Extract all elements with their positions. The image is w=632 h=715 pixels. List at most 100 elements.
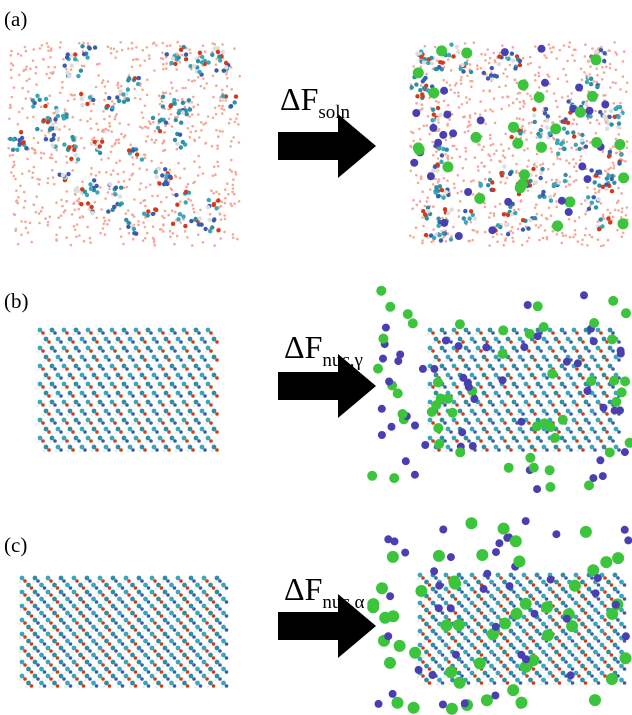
atom — [590, 646, 594, 650]
atom — [560, 436, 565, 441]
atom — [203, 448, 207, 452]
atom — [475, 669, 478, 672]
water — [66, 161, 69, 164]
water — [448, 118, 451, 121]
atom — [462, 216, 466, 220]
atom — [463, 441, 466, 444]
water — [107, 191, 110, 194]
atom — [473, 430, 477, 434]
atom — [533, 216, 537, 220]
atom — [127, 649, 131, 653]
atom — [59, 358, 63, 362]
atom — [611, 385, 615, 389]
atom — [445, 378, 448, 381]
water — [47, 177, 50, 180]
water — [17, 196, 20, 199]
atom — [617, 340, 621, 344]
water — [32, 59, 35, 62]
figure: (a) ΔFsoln (b) ΔFnuc,γ (c) ΔFnuc,α — [0, 0, 632, 715]
atom — [181, 630, 184, 633]
atom — [473, 358, 477, 362]
water — [521, 244, 524, 247]
atom — [181, 140, 185, 144]
atom — [194, 346, 199, 351]
atom — [85, 618, 90, 623]
water — [447, 58, 450, 61]
atom — [208, 611, 213, 616]
water — [555, 100, 558, 103]
water — [143, 60, 146, 63]
atom — [37, 441, 40, 444]
water — [586, 186, 589, 189]
atom — [197, 385, 201, 389]
atom — [434, 646, 438, 650]
atom — [587, 207, 591, 211]
water — [215, 63, 218, 66]
atom — [118, 202, 122, 206]
water — [496, 240, 499, 243]
atom — [567, 650, 572, 655]
atom — [421, 576, 425, 580]
atom — [524, 436, 529, 441]
atom — [172, 98, 176, 102]
water — [110, 173, 113, 176]
atom — [578, 355, 583, 360]
atom — [592, 585, 595, 588]
atom — [512, 632, 516, 636]
water — [30, 241, 33, 244]
atom — [93, 45, 97, 49]
atom — [160, 684, 164, 688]
atom — [571, 639, 575, 643]
atom — [202, 618, 207, 623]
atom — [192, 663, 196, 667]
atom — [173, 367, 177, 371]
atom — [56, 355, 61, 360]
atom — [587, 367, 591, 371]
atom — [579, 641, 582, 644]
water — [428, 133, 431, 136]
atom — [74, 328, 79, 333]
atom — [506, 391, 511, 396]
sodium-ion — [427, 172, 435, 180]
water — [524, 129, 527, 132]
atom — [20, 674, 25, 679]
atom — [584, 418, 589, 423]
atom — [572, 328, 577, 333]
atom — [182, 436, 187, 441]
atom — [83, 376, 87, 380]
atom — [107, 430, 111, 434]
atom — [116, 686, 119, 689]
atom — [218, 663, 222, 667]
atom — [489, 73, 493, 77]
atom — [88, 621, 92, 625]
atom — [203, 358, 207, 362]
atom — [62, 328, 67, 333]
atom — [137, 646, 142, 651]
atom — [207, 644, 210, 647]
atom — [111, 646, 116, 651]
water — [574, 229, 577, 232]
atom — [610, 189, 614, 193]
atom — [487, 387, 490, 390]
atom — [608, 364, 613, 369]
atom — [614, 445, 619, 450]
atom — [530, 373, 535, 378]
atom — [61, 369, 64, 372]
atom — [44, 137, 48, 141]
atom — [82, 684, 86, 688]
water — [111, 130, 114, 133]
atom — [581, 340, 585, 344]
atom — [616, 576, 620, 580]
water — [466, 59, 469, 62]
water — [589, 65, 592, 68]
atom — [534, 180, 538, 184]
atom — [140, 649, 144, 653]
water — [167, 214, 170, 217]
water — [556, 106, 559, 109]
water — [545, 217, 548, 220]
atom — [26, 639, 31, 644]
atom — [89, 331, 93, 335]
chloride-ion — [614, 139, 625, 150]
atom — [503, 403, 507, 407]
atom — [450, 208, 454, 212]
